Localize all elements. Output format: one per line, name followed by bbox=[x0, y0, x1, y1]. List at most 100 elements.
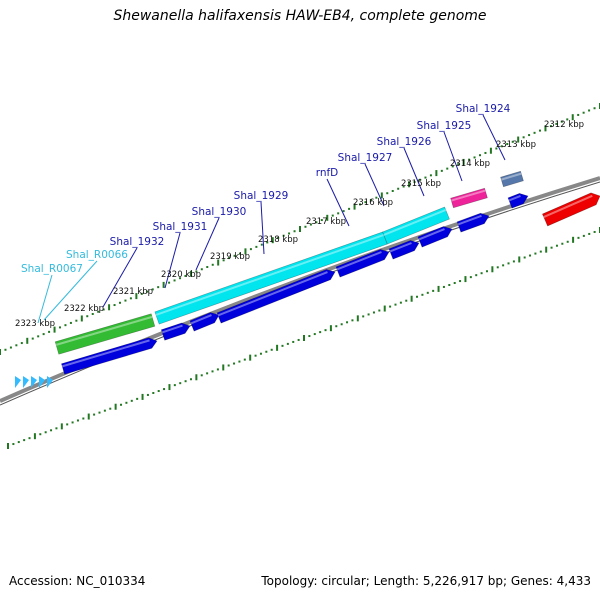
tick-mark-lower bbox=[297, 338, 300, 341]
tick-mark-upper bbox=[151, 288, 154, 291]
tick-mark-lower bbox=[109, 407, 112, 410]
tick-mark-upper bbox=[4, 348, 7, 351]
tick-mark-upper bbox=[179, 277, 181, 280]
gene-label: Shal_1931 bbox=[153, 221, 208, 233]
tick-mark-lower bbox=[17, 441, 20, 444]
rna-arrow-3 bbox=[31, 376, 37, 388]
tick-mark-upper bbox=[500, 145, 503, 148]
tick-mark-lower bbox=[233, 362, 236, 365]
tick-mark-lower bbox=[227, 364, 230, 367]
tick-mark-upper bbox=[282, 234, 285, 237]
tick-mark-upper bbox=[26, 337, 29, 344]
tick-mark-upper bbox=[48, 330, 51, 333]
gene-label: Shal_1930 bbox=[192, 206, 247, 218]
tick-mark-lower bbox=[39, 433, 42, 436]
tick-mark-upper bbox=[549, 125, 552, 128]
cds-arrow-5 bbox=[335, 249, 390, 278]
tick-mark-lower bbox=[572, 236, 575, 243]
tick-mark-upper bbox=[162, 281, 165, 288]
tick-mark-lower bbox=[389, 305, 392, 308]
tick-mark-lower bbox=[399, 301, 402, 304]
rna-arrow-1 bbox=[15, 376, 21, 388]
tick-mark-lower bbox=[292, 340, 295, 343]
tick-mark-upper bbox=[419, 178, 421, 181]
tick-mark-upper bbox=[511, 140, 514, 143]
tick-mark-lower bbox=[351, 319, 354, 322]
tick-mark-lower bbox=[372, 311, 375, 314]
tick-mark-upper bbox=[495, 147, 498, 150]
tick-mark-upper bbox=[129, 297, 132, 300]
tick-mark-lower bbox=[103, 409, 106, 412]
gene-label: Shal_1925 bbox=[417, 120, 472, 132]
red-feature-bar-shine bbox=[543, 194, 593, 218]
tick-mark-upper bbox=[391, 189, 394, 192]
tick-mark-lower bbox=[485, 270, 488, 273]
tick-mark-lower bbox=[82, 417, 85, 420]
tick-mark-upper bbox=[544, 125, 547, 132]
tick-mark-lower bbox=[459, 280, 462, 283]
tick-mark-lower bbox=[146, 393, 149, 396]
tick-mark-lower bbox=[141, 393, 144, 400]
leader-line bbox=[364, 163, 385, 207]
tick-mark-upper bbox=[271, 237, 274, 244]
tick-mark-lower bbox=[340, 323, 343, 326]
tick-mark-upper bbox=[380, 192, 383, 199]
tick-mark-lower bbox=[518, 256, 521, 263]
tick-mark-upper bbox=[424, 176, 427, 179]
gene-label: Shal_1927 bbox=[338, 152, 393, 164]
tick-mark-upper bbox=[320, 219, 323, 222]
tick-mark-upper bbox=[577, 113, 580, 116]
gene-bar-cyan-1 bbox=[154, 231, 388, 325]
kbp-label: 2321 kbp bbox=[113, 287, 153, 297]
kbp-label: 2319 kbp bbox=[210, 252, 250, 262]
cds-arrow-8-shine bbox=[457, 214, 482, 226]
leader-line bbox=[195, 217, 220, 271]
tick-mark-lower bbox=[313, 333, 316, 336]
tick-mark-upper bbox=[168, 281, 171, 284]
tick-mark-upper bbox=[119, 301, 121, 304]
tick-mark-upper bbox=[331, 214, 334, 217]
tick-mark-lower bbox=[28, 437, 31, 440]
feature-track bbox=[15, 170, 600, 388]
kbp-label: 2313 kbp bbox=[496, 140, 536, 150]
tick-mark-upper bbox=[397, 187, 400, 190]
tick-mark-upper bbox=[59, 326, 61, 329]
gene-bar-green bbox=[54, 313, 156, 355]
tick-mark-upper bbox=[75, 319, 78, 322]
gene-label: Shal_1932 bbox=[110, 236, 165, 248]
tick-mark-lower bbox=[259, 352, 262, 355]
cds-arrow-1 bbox=[61, 337, 158, 375]
cds-arrow-7-shine bbox=[418, 228, 445, 241]
leader-line bbox=[403, 147, 425, 197]
leader-line bbox=[482, 114, 506, 161]
tick-mark-lower bbox=[416, 295, 419, 298]
tick-mark-upper bbox=[255, 245, 258, 248]
tick-mark-upper bbox=[211, 263, 214, 266]
map-title: Shewanella halifaxensis HAW-EB4, complet… bbox=[113, 8, 487, 24]
tick-mark-upper bbox=[206, 266, 209, 269]
tick-mark-lower bbox=[50, 429, 53, 432]
tick-mark-lower bbox=[23, 439, 26, 442]
tick-mark-upper bbox=[42, 333, 45, 336]
tick-mark-upper bbox=[533, 131, 536, 134]
tick-mark-lower bbox=[539, 250, 542, 253]
tick-mark-upper bbox=[228, 257, 231, 260]
tick-mark-upper bbox=[359, 203, 361, 206]
cds-arrow-9-shine bbox=[508, 195, 521, 202]
tick-mark-upper bbox=[244, 248, 247, 255]
kbp-label: 2323 kbp bbox=[15, 319, 55, 329]
tick-mark-upper bbox=[157, 286, 160, 289]
tick-mark-lower bbox=[254, 354, 257, 357]
leader-line bbox=[326, 178, 350, 227]
kbp-labels: 2312 kbp 2313 kbp 2314 kbp 2315 kbp 2316 kbp… bbox=[15, 120, 584, 329]
tick-mark-lower bbox=[453, 282, 456, 285]
cds-arrow-1-shine bbox=[61, 339, 150, 368]
tick-mark-lower bbox=[421, 293, 424, 296]
kbp-label: 2317 kbp bbox=[306, 217, 346, 227]
kbp-label: 2312 kbp bbox=[544, 120, 584, 130]
tick-mark-upper bbox=[522, 136, 525, 139]
gene-bar-cyan-2 bbox=[382, 206, 450, 245]
tick-mark-lower bbox=[60, 423, 63, 430]
tick-mark-upper bbox=[369, 198, 372, 201]
